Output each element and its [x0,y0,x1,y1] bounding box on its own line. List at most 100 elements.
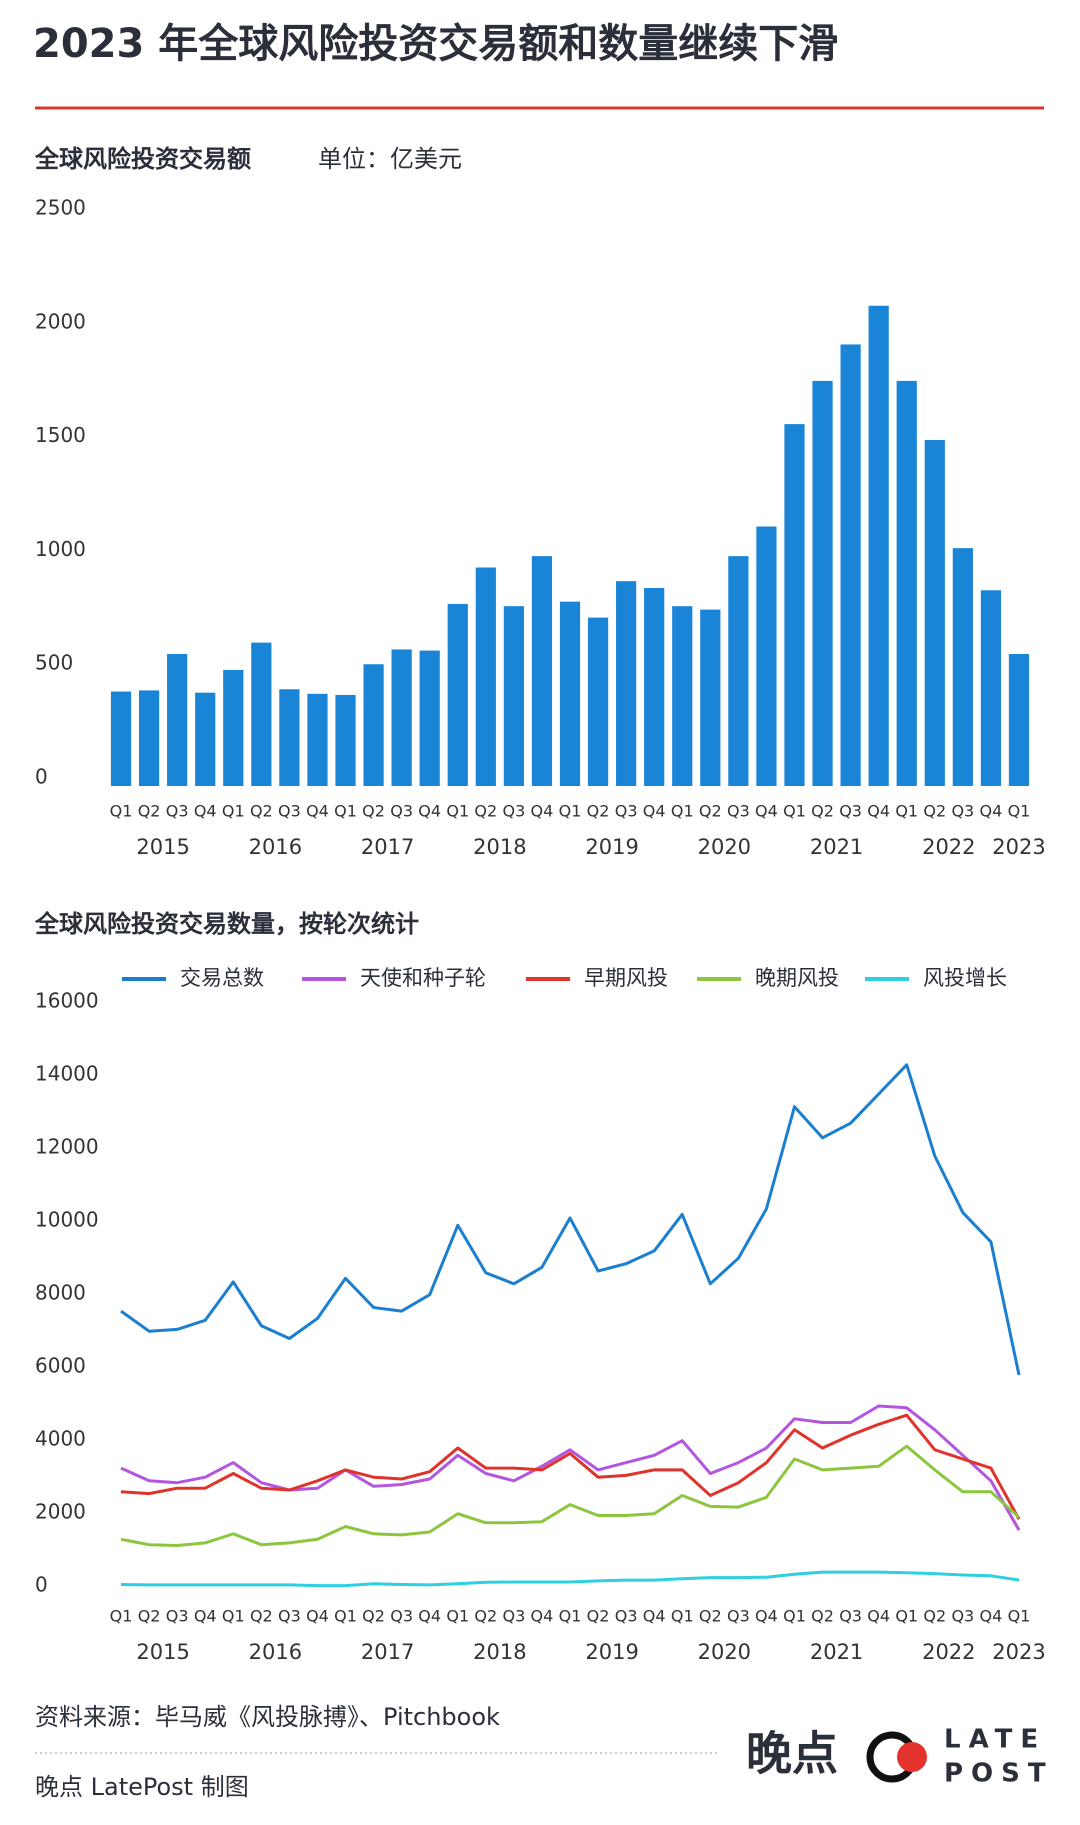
x-group-label: 2018 [473,835,526,859]
page-title: 2023 年全球风险投资交易额和数量继续下滑 [33,21,838,67]
bar [110,691,132,786]
x-tick-label: Q3 [390,802,413,821]
bar [784,424,805,786]
x-group-label: 2020 [698,1640,751,1664]
x-tick-label: Q2 [923,802,946,821]
unit-label: 单位：亿美元 [318,145,462,173]
x-tick-label: Q3 [615,802,638,821]
bar [728,556,749,786]
x-group-label: 2016 [249,1640,302,1664]
x-tick-label: Q2 [362,1607,385,1626]
bar [195,692,216,786]
bar [503,606,524,786]
logo-brand: 晚点 [746,1727,838,1781]
x-tick-label: Q1 [559,802,582,821]
bar [587,617,609,786]
x-tick-label: Q2 [587,802,610,821]
x-tick-label: Q3 [502,802,525,821]
x-tick-label: Q1 [110,802,133,821]
x-tick-label: Q3 [278,1607,301,1626]
bar [363,664,384,786]
x-tick-label: Q4 [306,802,329,821]
x-tick-label: Q1 [783,1607,806,1626]
x-tick-label: Q4 [418,802,441,821]
x-tick-label: Q3 [278,802,301,821]
bar [896,380,917,786]
x-tick-label: Q2 [362,802,385,821]
x-group-label: 2019 [585,835,638,859]
bar [924,440,945,786]
x-tick-label: Q4 [980,1607,1003,1626]
x-tick-label: Q1 [222,1607,245,1626]
x-tick-label: Q1 [1008,802,1031,821]
y-tick-label: 2000 [35,309,86,333]
bar [391,649,412,786]
x-group-label: 2017 [361,835,414,859]
x-group-label: 2020 [698,835,751,859]
y-tick-label: 2000 [35,1500,86,1524]
legend-label: 天使和种子轮 [360,966,486,990]
y-tick-label: 6000 [35,1354,86,1378]
bar [307,693,328,786]
x-tick-label: Q1 [110,1607,133,1626]
x-tick-label: Q4 [531,1607,554,1626]
x-tick-label: Q3 [502,1607,525,1626]
y-tick-label: 4000 [35,1427,86,1451]
bar [419,650,440,786]
x-tick-label: Q2 [250,802,273,821]
x-tick-label: Q2 [474,802,497,821]
x-tick-label: Q4 [980,802,1003,821]
x-tick-label: Q2 [138,802,161,821]
x-tick-label: Q2 [250,1607,273,1626]
y-tick-label: 1000 [35,537,86,561]
x-tick-label: Q1 [1008,1607,1031,1626]
x-tick-label: Q2 [474,1607,497,1626]
y-tick-label: 10000 [35,1208,99,1232]
series-line [120,1413,1021,1520]
bar [1008,653,1030,786]
y-tick-label: 14000 [35,1062,99,1086]
x-tick-label: Q2 [699,802,722,821]
x-group-label: 2018 [473,1640,526,1664]
x-tick-label: Q1 [222,802,245,821]
series-line [120,1404,1021,1531]
x-tick-label: Q3 [839,1607,862,1626]
x-tick-label: Q4 [755,802,778,821]
y-tick-label: 500 [35,651,73,675]
x-tick-label: Q3 [166,1607,189,1626]
x-group-label: 2022 [922,835,975,859]
x-tick-label: Q4 [867,1607,890,1626]
x-tick-label: Q2 [699,1607,722,1626]
x-tick-label: Q4 [418,1607,441,1626]
series-line [120,1570,1020,1588]
bar [279,689,300,786]
x-tick-label: Q4 [531,802,554,821]
y-tick-label: 16000 [35,989,99,1013]
x-tick-label: Q3 [166,802,189,821]
bar [812,380,833,786]
x-tick-label: Q1 [446,802,469,821]
series-line [120,1444,1021,1547]
x-tick-label: Q4 [643,802,666,821]
bar [840,344,861,786]
legend-label: 交易总数 [180,966,264,990]
x-tick-label: Q1 [334,1607,357,1626]
x-tick-label: Q1 [334,802,357,821]
x-group-label: 2017 [361,1640,414,1664]
y-tick-label: 0 [35,765,48,789]
bar [980,590,1002,786]
x-tick-label: Q3 [951,802,974,821]
x-group-label: 2021 [810,1640,863,1664]
bar [672,606,693,786]
legend-label: 风投增长 [923,966,1007,990]
x-tick-label: Q1 [559,1607,582,1626]
x-tick-label: Q4 [194,1607,217,1626]
chart-title: 全球风险投资交易数量，按轮次统计 [34,910,419,938]
bar [700,609,721,786]
x-tick-label: Q3 [615,1607,638,1626]
y-tick-label: 1500 [35,423,86,447]
x-tick-label: Q2 [811,802,834,821]
x-tick-label: Q4 [194,802,217,821]
x-tick-label: Q3 [727,1607,750,1626]
